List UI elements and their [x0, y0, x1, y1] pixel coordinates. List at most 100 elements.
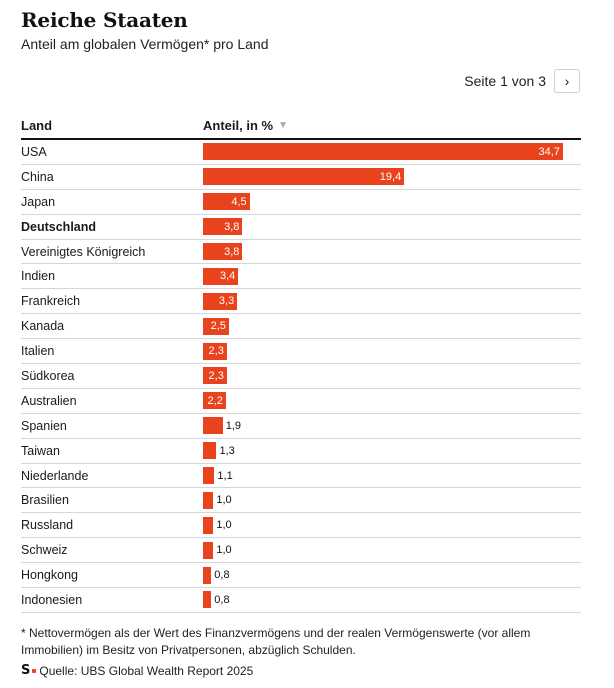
country-name: Australien: [21, 393, 77, 408]
bar-cell: 1,1: [203, 464, 581, 488]
bar-cell: 3,8: [203, 215, 581, 239]
bar-cell: 3,4: [203, 264, 581, 288]
table-row: Spanien 1,9: [21, 414, 581, 439]
table-row: USA 34,7: [21, 140, 581, 165]
country-name: Indonesien: [21, 592, 83, 607]
bar-cell: 1,9: [203, 414, 581, 438]
country-name: Frankreich: [21, 294, 81, 309]
bar: [203, 442, 217, 460]
bar-cell: 19,4: [203, 165, 581, 189]
bar-cell: 1,0: [203, 488, 581, 512]
column-header-share[interactable]: Anteil, in % ▼: [203, 118, 288, 133]
bar: 2,2: [203, 392, 226, 410]
bar: 19,4: [203, 168, 405, 186]
country-name: Russland: [21, 518, 74, 533]
country-name: Spanien: [21, 418, 67, 433]
country-name: Hongkong: [21, 568, 78, 583]
chevron-right-icon: ›: [564, 73, 570, 89]
bar-value-label: 1,1: [217, 469, 233, 482]
next-page-button[interactable]: ›: [554, 69, 580, 93]
country-name: China: [21, 169, 54, 184]
table-row: Brasilien 1,0: [21, 488, 581, 514]
page-indicator: Seite 1 von 3: [464, 73, 546, 89]
bar-cell: 2,3: [203, 364, 581, 388]
bar-cell: 2,3: [203, 339, 581, 363]
bar-value-label: 3,8: [224, 220, 240, 233]
country-name: Indien: [21, 269, 56, 284]
bar-value-label: 3,8: [224, 245, 240, 258]
bar-value-label: 3,3: [218, 295, 235, 308]
country-name: Schweiz: [21, 543, 68, 558]
bar-value-label: 0,8: [214, 569, 230, 582]
bar-cell: 34,7: [203, 140, 581, 164]
data-table: Land Anteil, in % ▼ USA 34,7 China 19,4 Japa…: [21, 112, 581, 613]
bar-value-label: 1,0: [216, 494, 232, 507]
bar-cell: 2,2: [203, 389, 581, 413]
column-header-share-label: Anteil, in %: [203, 117, 274, 133]
table-row: Taiwan 1,3: [21, 439, 581, 464]
bar-cell: 3,8: [203, 240, 581, 264]
bar: 2,3: [203, 342, 227, 360]
bar: [203, 516, 214, 534]
bar-value-label: 3,4: [219, 270, 236, 283]
bar: 3,4: [203, 267, 239, 285]
bar-value-label: 2,5: [210, 320, 226, 333]
bar: [203, 541, 214, 559]
pagination: Seite 1 von 3 ›: [464, 69, 580, 93]
bar-cell: 1,3: [203, 439, 581, 463]
bar-value-label: 19,4: [379, 170, 402, 183]
bar: 34,7: [203, 143, 563, 161]
bar: 3,8: [203, 243, 243, 260]
bar-value-label: 2,3: [208, 345, 224, 358]
table-body: USA 34,7 China 19,4 Japan 4,5 Deutschland 3,8 Ve…: [21, 140, 581, 613]
bar-value-label: 1,0: [216, 519, 232, 532]
bar-value-label: 34,7: [538, 145, 560, 158]
source-line: S Quelle: UBS Global Wealth Report 2025: [21, 663, 253, 678]
table-row: Indien 3,4: [21, 264, 581, 290]
country-name: Südkorea: [21, 368, 75, 383]
bar: 2,3: [203, 367, 227, 385]
bar: [203, 417, 223, 435]
table-header: Land Anteil, in % ▼: [21, 112, 581, 140]
bar-cell: 2,5: [203, 314, 581, 338]
country-name: Vereinigtes Königreich: [21, 244, 146, 259]
table-row: Italien 2,3: [21, 339, 581, 365]
country-name: Brasilien: [21, 493, 69, 508]
bar-cell: 3,3: [203, 289, 581, 313]
table-row: Indonesien 0,8: [21, 588, 581, 613]
table-row: Schweiz 1,0: [21, 538, 581, 564]
country-name: Deutschland: [21, 219, 97, 234]
bar: 3,8: [203, 218, 243, 236]
bar-value-label: 2,2: [207, 394, 223, 407]
publisher-logo: S: [21, 663, 31, 678]
bar-value-label: 1,9: [225, 419, 241, 432]
column-header-country[interactable]: Land: [21, 117, 53, 133]
table-row: Niederlande 1,1: [21, 464, 581, 489]
table-row: Kanada 2,5: [21, 314, 581, 340]
table-row: Hongkong 0,8: [21, 563, 581, 589]
chart-title: Reiche Staaten: [21, 8, 188, 32]
bar-value-label: 1,3: [219, 444, 235, 457]
bar: 2,5: [203, 317, 229, 335]
table-row: Deutschland 3,8: [21, 215, 581, 240]
country-name: Taiwan: [21, 443, 60, 458]
country-name: Kanada: [21, 319, 65, 334]
bar-cell: 0,8: [203, 563, 581, 587]
bar-value-label: 2,3: [208, 369, 224, 382]
bar-cell: 4,5: [203, 190, 581, 214]
bar: [203, 566, 212, 584]
table-row: Vereinigtes Königreich 3,8: [21, 240, 581, 265]
country-name: Niederlande: [21, 468, 89, 483]
chart-subtitle: Anteil am globalen Vermögen* pro Land: [21, 36, 269, 52]
bar-value-label: 0,8: [214, 593, 230, 606]
bar-cell: 1,0: [203, 538, 581, 562]
source-text: Quelle: UBS Global Wealth Report 2025: [39, 663, 254, 678]
footnote: * Nettovermögen als der Wert des Finanzv…: [21, 626, 531, 657]
bar-cell: 0,8: [203, 588, 581, 612]
bar: 4,5: [203, 193, 250, 211]
logo-dot: [32, 668, 37, 673]
table-row: Australien 2,2: [21, 389, 581, 414]
bar: 3,3: [203, 292, 238, 310]
bar-value-label: 1,0: [216, 544, 232, 557]
bar: [203, 467, 215, 485]
